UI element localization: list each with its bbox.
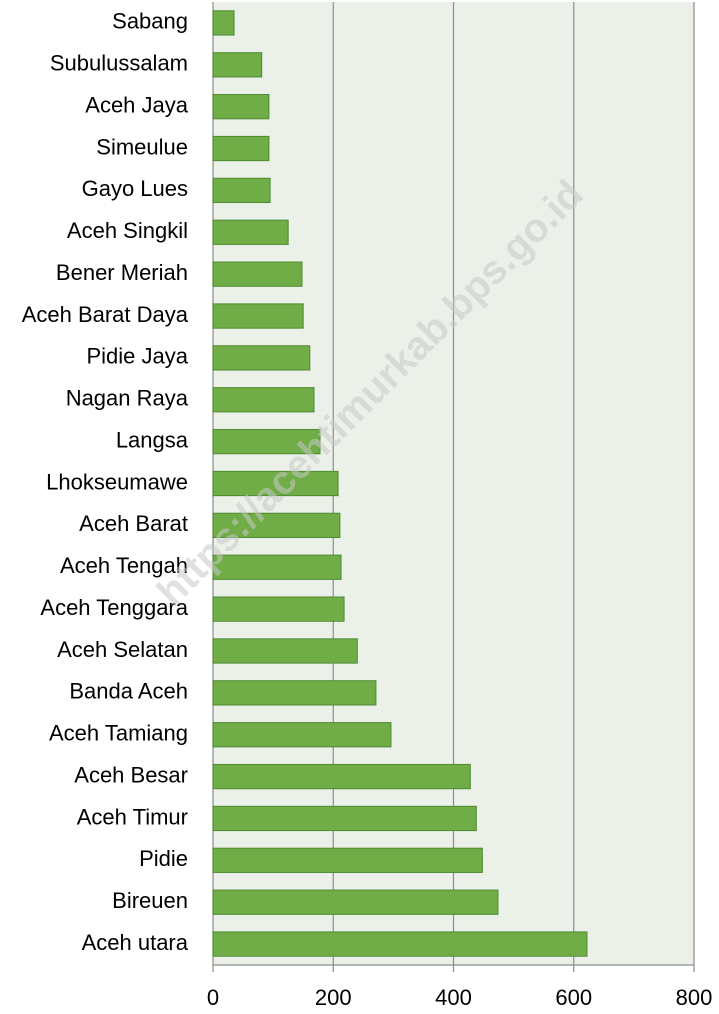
x-tick-label: 0: [207, 985, 219, 1010]
y-tick-label: Lhokseumawe: [46, 469, 188, 494]
y-tick-label: Aceh Timur: [77, 804, 188, 829]
y-tick-label: Nagan Raya: [66, 386, 189, 411]
x-tick-label: 800: [676, 985, 713, 1010]
bar: [212, 512, 341, 539]
y-tick-label: Aceh Jaya: [85, 92, 188, 117]
bar: [212, 680, 377, 706]
y-tick-label: Bener Meriah: [56, 260, 188, 285]
bar: [212, 10, 235, 36]
bar: [212, 94, 270, 120]
y-tick-label: Aceh Barat: [79, 511, 188, 536]
bar: [212, 596, 345, 622]
bar: [212, 722, 392, 748]
y-tick-label: Pidie Jaya: [86, 344, 188, 369]
bar: [212, 219, 289, 245]
bar: [212, 763, 471, 790]
bar: [212, 303, 304, 329]
y-tick-label: Aceh utara: [82, 930, 189, 955]
y-tick-label: Banda Aceh: [69, 679, 188, 704]
x-tick-label: 600: [555, 985, 592, 1010]
y-tick-label: Aceh Tenggara: [40, 595, 188, 620]
y-tick-label: Aceh Selatan: [57, 637, 188, 662]
y-tick-label: Simeulue: [96, 134, 188, 159]
bar: [212, 847, 483, 873]
bar: [212, 931, 588, 957]
y-tick-label: Gayo Lues: [82, 176, 188, 201]
bar: [212, 554, 342, 580]
x-tick-label: 200: [315, 985, 352, 1010]
bar: [212, 345, 311, 371]
y-tick-label: Bireuen: [112, 888, 188, 913]
y-tick-label: Aceh Tengah: [60, 553, 188, 578]
bar: [212, 177, 271, 204]
y-tick-label: Pidie: [139, 846, 188, 871]
y-tick-label: Aceh Besar: [74, 762, 188, 787]
x-tick-label: 400: [435, 985, 472, 1010]
bar: [212, 135, 270, 162]
y-tick-label: Subulussalam: [50, 51, 188, 76]
bar: [212, 261, 303, 287]
y-tick-label: Langsa: [116, 427, 189, 452]
bar: [212, 889, 499, 915]
bar: [212, 805, 477, 832]
y-tick-label: Aceh Singkil: [67, 218, 188, 243]
bar: [212, 387, 315, 413]
bar: [212, 428, 321, 455]
bar: [212, 470, 339, 497]
y-tick-label: Aceh Barat Daya: [22, 302, 189, 327]
bar: [212, 638, 358, 664]
y-tick-label: Sabang: [112, 9, 188, 34]
bar: [212, 52, 263, 78]
y-tick-label: Aceh Tamiang: [49, 721, 188, 746]
